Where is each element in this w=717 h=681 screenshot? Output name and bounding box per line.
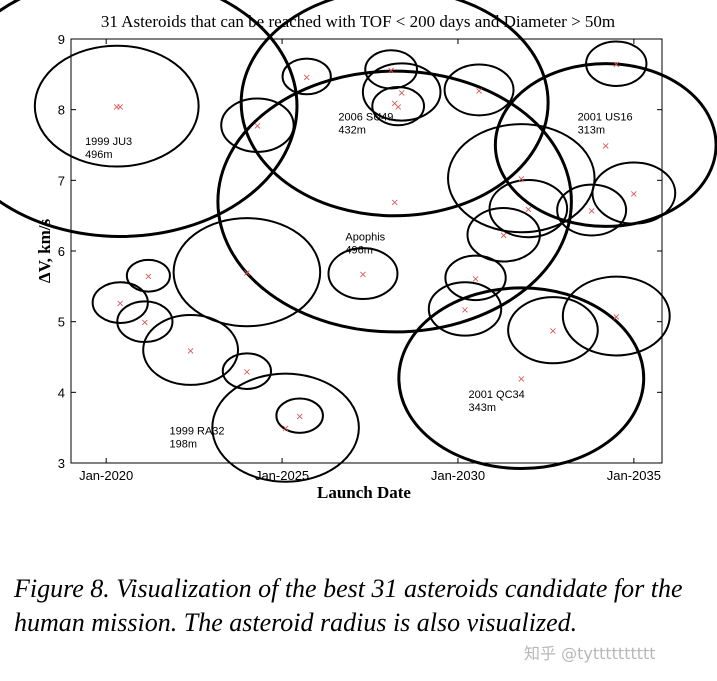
asteroid-marker: × (630, 189, 638, 200)
asteroid-circle (142, 313, 240, 386)
asteroid-circle (561, 275, 671, 357)
asteroid-marker: × (397, 88, 405, 99)
asteroid-diameter-label: 313m (578, 124, 606, 136)
asteroid-circle (427, 281, 503, 337)
y-tick-label: 7 (58, 173, 65, 188)
y-tick-label: 8 (58, 103, 65, 118)
asteroid-name-label: 2001 US16 (578, 111, 633, 123)
asteroid-circle (397, 286, 646, 471)
asteroid-circle (172, 217, 322, 328)
asteroid-marker: × (186, 346, 194, 357)
asteroid-marker: × (549, 326, 557, 337)
asteroid-marker: × (144, 272, 152, 283)
asteroid-marker: × (141, 318, 149, 329)
asteroid-marker: × (587, 206, 595, 217)
asteroid-marker: × (243, 367, 251, 378)
asteroid-marker: × (394, 102, 402, 113)
x-tick-label: Jan-2035 (607, 468, 661, 483)
asteroid-circle (216, 69, 573, 334)
asteroid-circle (327, 247, 399, 301)
asteroid-circle (443, 63, 515, 117)
asteroid-name-label: 2006 SU49 (338, 111, 393, 123)
y-tick-label: 4 (58, 385, 65, 400)
figure-caption: Figure 8. Visualization of the best 31 a… (14, 574, 683, 637)
asteroid-diameter-label: 432m (338, 124, 366, 136)
asteroid-marker: × (116, 102, 124, 113)
asteroid-circle (91, 281, 149, 324)
y-axis-label: ΔV, km/s (35, 219, 54, 284)
y-tick-label: 9 (58, 32, 65, 47)
asteroid-circle (33, 44, 200, 168)
asteroid-circle (488, 178, 569, 239)
asteroid-circle (444, 254, 507, 302)
asteroid-marker: × (359, 270, 367, 281)
asteroid-marker: × (524, 205, 532, 216)
asteroid-marker: × (500, 231, 508, 242)
asteroid-marker: × (390, 198, 398, 209)
asteroid-circle (0, 0, 299, 238)
asteroid-marker: × (113, 102, 121, 113)
asteroid-circle (371, 86, 426, 127)
asteroid-name-label: 2001 QC34 (469, 389, 525, 401)
asteroid-marker: × (517, 174, 525, 185)
asteroid-name-label: Apophis (345, 231, 385, 243)
asteroid-circle (493, 62, 717, 228)
asteroid-marker: × (612, 60, 620, 71)
asteroid-name-label: 1999 JU3 (85, 136, 132, 148)
asteroid-marker: × (253, 121, 261, 132)
asteroid-diameter-label: 496m (345, 244, 373, 256)
asteroid-marker: × (602, 141, 610, 152)
asteroid-name-label: 1999 RA32 (170, 426, 225, 438)
asteroid-circle (125, 258, 171, 293)
asteroid-marker: × (612, 312, 620, 323)
asteroid-marker: × (295, 412, 303, 423)
y-tick-label: 6 (58, 244, 65, 259)
asteroid-circle (275, 397, 324, 434)
asteroid-circle (556, 183, 628, 237)
asteroid-marker: × (471, 274, 479, 285)
asteroid-circle (239, 0, 550, 218)
asteroid-circles (0, 0, 717, 483)
asteroid-circle (211, 372, 360, 483)
asteroid-circle (447, 123, 596, 234)
asteroid-circle (507, 296, 599, 365)
tick-marks (71, 38, 662, 464)
asteroid-diameter-label: 343m (469, 402, 497, 414)
y-tick-label: 5 (58, 315, 65, 330)
x-axis-label: Launch Date (317, 483, 411, 502)
x-tick-label: Jan-2020 (79, 468, 133, 483)
asteroid-marker: × (116, 299, 124, 310)
asteroid-marker: × (475, 86, 483, 97)
chart-title: 31 Asteroids that can be reached with TO… (101, 12, 615, 31)
asteroid-circle (466, 207, 541, 263)
asteroid-marker: × (243, 268, 251, 279)
asteroid-circle (221, 352, 273, 390)
y-tick-label: 3 (58, 456, 65, 471)
tick-labels: Jan-2020 Jan-2025 Jan-2030 Jan-2035 3 4 5 6 7 8 9 (58, 32, 661, 483)
watermark: 知乎 @tytttttttttt (524, 644, 656, 663)
asteroid-diameter-label: 198m (170, 439, 198, 451)
x-tick-label: Jan-2025 (255, 468, 309, 483)
asteroid-marker: × (281, 424, 289, 435)
asteroid-marker: × (390, 99, 398, 110)
asteroid-circle (281, 57, 332, 96)
asteroid-marker: × (387, 65, 395, 76)
asteroid-chart: 31 Asteroids that can be reached with TO… (0, 0, 717, 502)
asteroid-diameter-label: 496m (85, 149, 113, 161)
asteroid-circle (585, 40, 648, 87)
asteroid-circle (361, 62, 442, 122)
asteroid-marker: × (517, 374, 525, 385)
asteroid-marker: × (461, 305, 469, 316)
x-tick-label: Jan-2030 (431, 468, 485, 483)
asteroid-marker: × (303, 72, 311, 83)
asteroid-markers: ××××××××××××××××××××××××××××××× (113, 60, 639, 435)
asteroid-circle (591, 161, 677, 225)
